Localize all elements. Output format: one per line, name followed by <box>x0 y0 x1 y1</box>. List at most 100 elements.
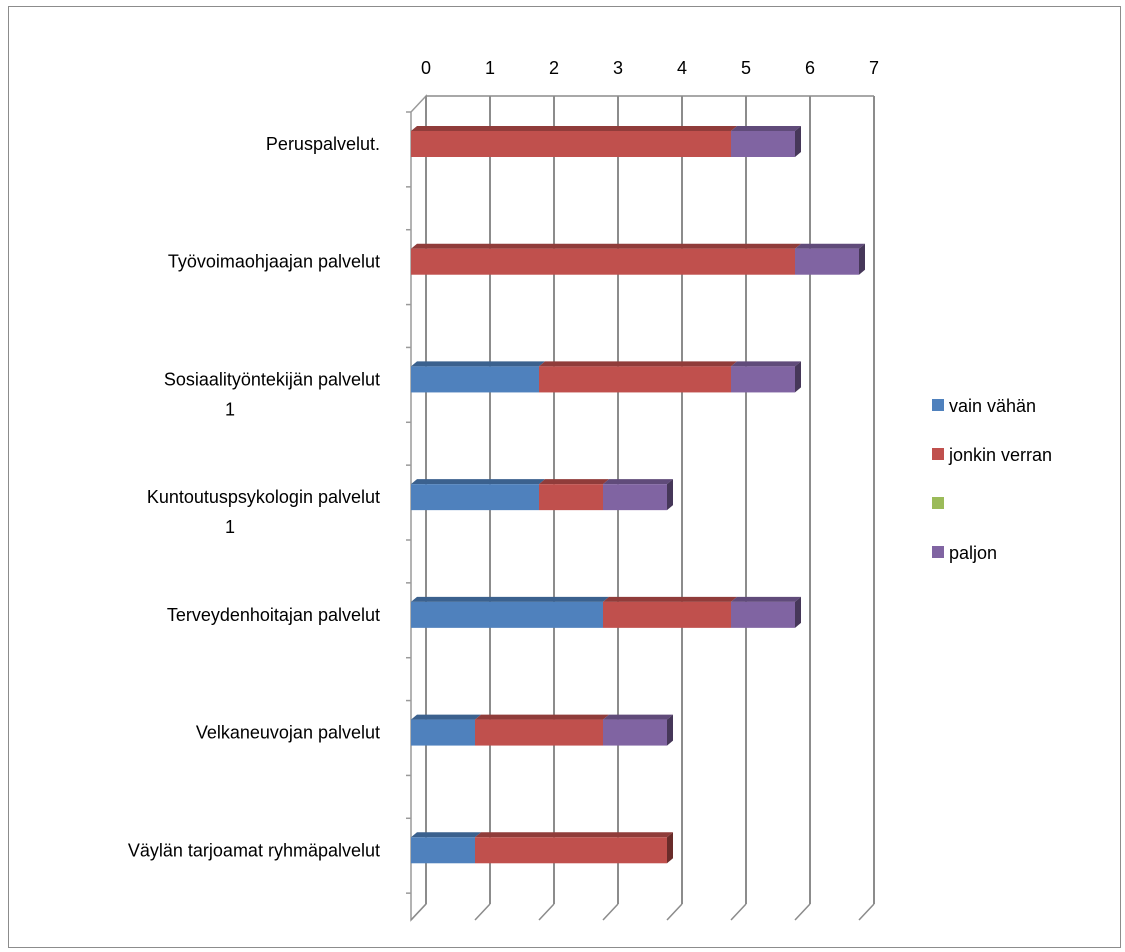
bars <box>411 126 865 864</box>
bar-front-face <box>411 248 795 275</box>
bar-top-face <box>411 832 481 838</box>
bar-top-face <box>411 596 609 602</box>
x-tick-label: 1 <box>485 58 495 78</box>
category-labels: Peruspalvelut. Työvoimaohjaajan palvelut S… <box>128 134 380 860</box>
bar-segment <box>731 361 801 393</box>
bar-end-face <box>667 832 673 864</box>
bar-front-face <box>795 248 859 275</box>
x-tick-label: 5 <box>741 58 751 78</box>
category-label: Terveydenhoitajan palvelut <box>167 605 380 625</box>
bar-front-face <box>411 601 603 628</box>
bar-top-face <box>411 361 545 367</box>
bar-top-face <box>411 126 737 131</box>
gridline-depth <box>474 903 491 921</box>
bar-segment <box>411 479 545 511</box>
category-label: Väylän tarjoamat ryhmäpalvelut <box>128 840 380 860</box>
bar-top-face <box>411 714 481 720</box>
bar-segment <box>603 596 737 628</box>
bar-top-face <box>731 361 801 367</box>
category-label: Peruspalvelut. <box>266 134 380 154</box>
category-label: Velkaneuvojan palvelut <box>196 723 380 743</box>
bar-segment <box>411 832 481 864</box>
bar-top-face <box>731 596 801 602</box>
bar-segment <box>731 126 801 157</box>
x-tick-label: 4 <box>677 58 687 78</box>
gridline-depth <box>730 903 747 921</box>
legend-swatch <box>932 399 944 411</box>
legend-label: paljon <box>949 543 997 563</box>
bar-front-face <box>411 837 475 864</box>
bar-front-face <box>603 719 667 746</box>
bar-end-face <box>667 479 673 511</box>
legend-swatch <box>932 497 944 509</box>
bar-segment <box>411 243 801 275</box>
chart-frame <box>8 6 1121 948</box>
bar-end-face <box>859 243 865 275</box>
bar-top-face <box>539 479 609 485</box>
category-label: Kuntoutuspsykologin palvelut <box>147 487 380 507</box>
x-tick-label: 7 <box>869 58 879 78</box>
x-tick-label: 0 <box>421 58 431 78</box>
bar-front-face <box>411 366 539 393</box>
category-label-line2: 1 <box>225 517 235 537</box>
bar-segment <box>411 596 609 628</box>
legend-swatch <box>932 546 944 558</box>
gridline-depth <box>410 903 427 921</box>
bar-top-face <box>603 479 673 485</box>
legend-swatch <box>932 448 944 460</box>
x-tick-label: 2 <box>549 58 559 78</box>
bar-front-face <box>603 601 731 628</box>
bar-front-face <box>475 719 603 746</box>
bar-top-face <box>603 596 737 602</box>
bar-end-face <box>795 361 801 393</box>
bar-segment <box>539 361 737 393</box>
legend-label: vain vähän <box>949 396 1036 416</box>
bar-segment <box>411 361 545 393</box>
bar-front-face <box>731 601 795 628</box>
bar-front-face <box>539 484 603 511</box>
bar-top-face <box>475 714 609 720</box>
gridline-depth <box>602 903 619 921</box>
bar-top-face <box>603 714 673 720</box>
x-tick-label: 6 <box>805 58 815 78</box>
bar-segment <box>411 126 737 157</box>
bar-segment <box>603 479 673 511</box>
category-label: Työvoimaohjaajan palvelut <box>168 252 380 272</box>
legend: vain vähän jonkin verran paljon <box>932 396 1052 563</box>
bar-front-face <box>731 131 795 157</box>
bar-segment <box>411 714 481 746</box>
bar-top-face <box>411 243 801 249</box>
gridline-depth <box>858 903 875 921</box>
bar-front-face <box>411 484 539 511</box>
bar-top-face <box>795 243 865 249</box>
bar-top-face <box>539 361 737 367</box>
x-axis-ticks: 0 1 2 3 4 5 6 7 <box>421 58 879 78</box>
bar-segment <box>475 714 609 746</box>
bar-end-face <box>795 126 801 157</box>
bar-segment <box>475 832 673 864</box>
bar-front-face <box>475 837 667 864</box>
gridline-depth <box>794 903 811 921</box>
bar-segment <box>603 714 673 746</box>
bar-top-face <box>731 126 801 131</box>
bar-end-face <box>667 714 673 746</box>
bar-front-face <box>411 719 475 746</box>
category-label: Sosiaalityöntekijän palvelut <box>164 369 380 389</box>
bar-front-face <box>539 366 731 393</box>
bar-top-face <box>475 832 673 838</box>
bar-segment <box>731 596 801 628</box>
bar-front-face <box>411 131 731 157</box>
bar-front-face <box>603 484 667 511</box>
x-tick-label: 3 <box>613 58 623 78</box>
category-label-line2: 1 <box>225 399 235 419</box>
grid-layer <box>406 94 875 922</box>
legend-label: jonkin verran <box>948 445 1052 465</box>
bar-segment <box>795 243 865 275</box>
bar-top-face <box>411 479 545 485</box>
gridline-depth <box>666 903 683 921</box>
bar-segment <box>539 479 609 511</box>
bar-front-face <box>731 366 795 393</box>
gridline-depth <box>538 903 555 921</box>
bar-end-face <box>795 596 801 628</box>
